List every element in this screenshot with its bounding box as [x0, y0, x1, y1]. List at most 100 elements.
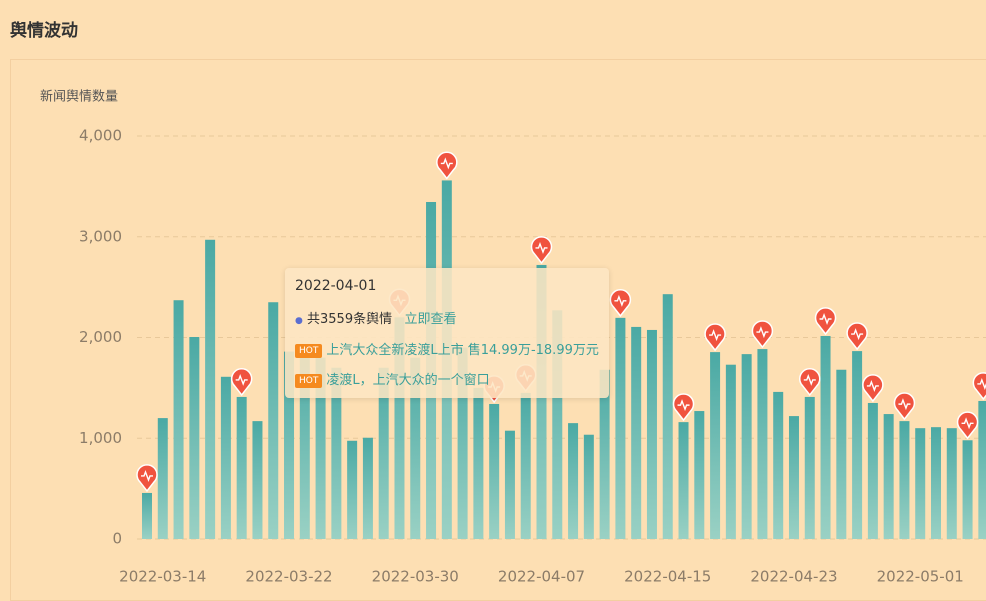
event-marker — [751, 320, 774, 349]
hot-badge: HOT — [295, 373, 323, 388]
bar — [252, 421, 263, 539]
marker-icon — [819, 312, 832, 325]
bar — [757, 349, 768, 539]
bar — [489, 403, 500, 539]
news-text: 凌渡L，上汽大众的一个窗口 — [326, 373, 490, 388]
y-axis-label: 新闻舆情数量 — [40, 89, 118, 105]
marker-icon — [709, 329, 722, 342]
bar — [615, 317, 626, 539]
tooltip-count-row: ● 共3559条舆情 立即查看 — [295, 312, 457, 327]
bar — [773, 391, 784, 539]
bar — [410, 357, 421, 539]
bar — [867, 402, 878, 539]
marker-pin — [972, 372, 986, 401]
event-marker — [672, 393, 695, 422]
bar — [473, 387, 484, 539]
event-marker — [136, 464, 158, 493]
event-marker — [893, 392, 916, 421]
marker-icon — [803, 373, 816, 386]
event-marker — [956, 411, 979, 440]
bar — [725, 364, 736, 539]
bar — [205, 239, 216, 539]
bar — [331, 367, 342, 539]
x-tick-label: 2022-04-07 — [498, 568, 585, 586]
bar — [157, 418, 168, 539]
event-marker — [609, 288, 632, 318]
x-tick-label: 2022-03-22 — [245, 568, 332, 586]
marker-icon — [235, 373, 248, 386]
y-tick-label: 3,000 — [79, 227, 122, 245]
bar — [646, 329, 657, 539]
marker-icon — [866, 379, 879, 392]
bar — [378, 367, 389, 539]
marker-icon — [141, 469, 153, 482]
x-tick-label: 2022-05-01 — [877, 568, 964, 586]
bar — [883, 414, 894, 539]
bar — [804, 396, 815, 539]
marker-icon — [961, 417, 974, 430]
bar — [836, 369, 847, 539]
bar — [741, 354, 752, 539]
tooltip-count: 共3559条舆情 — [307, 312, 393, 327]
tooltip-date: 2022-04-01 — [295, 278, 377, 294]
bar — [189, 336, 200, 539]
hot-badge: HOT — [295, 343, 323, 358]
tooltip: 2022-04-01 ● 共3559条舆情 立即查看 HOT 上汽大众全新凌渡L上… — [285, 268, 609, 398]
event-marker — [530, 236, 553, 265]
marker-icon — [977, 377, 986, 390]
section-title: 舆情波动 — [10, 21, 78, 41]
event-marker — [862, 374, 884, 403]
y-tick-label: 0 — [112, 530, 122, 548]
marker-icon — [898, 398, 911, 411]
bar — [631, 326, 642, 539]
bar — [946, 428, 957, 539]
event-marker — [846, 322, 868, 351]
marker-icon — [756, 326, 769, 339]
page: 舆情波动 新闻舆情数量 0 1,000 2,000 3,000 4,000 2022-03… — [10, 21, 986, 601]
bar — [362, 437, 373, 539]
news-item[interactable]: HOT 上汽大众全新凌渡L上市 售14.99万-18.99万元 — [295, 339, 599, 358]
bar — [915, 428, 926, 539]
x-tick-label: 2022-03-14 — [119, 568, 206, 586]
marker-icon — [614, 294, 627, 307]
event-marker — [814, 307, 837, 336]
bar — [710, 352, 721, 539]
marker-icon — [677, 399, 690, 412]
bar — [962, 440, 973, 539]
bar — [457, 347, 468, 539]
bar — [315, 357, 326, 539]
bar — [788, 416, 799, 539]
bar — [268, 302, 279, 539]
bar — [220, 376, 231, 539]
bar — [142, 492, 152, 539]
bar — [552, 310, 563, 539]
y-tick-label: 1,000 — [79, 429, 122, 447]
bar — [820, 335, 831, 539]
bar — [394, 317, 405, 539]
bar — [299, 347, 310, 539]
x-tick-label: 2022-04-15 — [624, 568, 711, 586]
event-marker — [799, 368, 821, 397]
view-link[interactable]: 立即查看 — [404, 312, 457, 327]
event-marker — [972, 372, 986, 401]
bar — [583, 434, 594, 539]
bar — [662, 294, 673, 539]
bar — [520, 392, 531, 539]
y-tick-label: 2,000 — [79, 328, 122, 346]
bar — [599, 369, 610, 539]
news-text: 上汽大众全新凌渡L上市 售14.99万-18.99万元 — [326, 343, 599, 358]
bar — [568, 423, 579, 539]
x-tick-label: 2022-04-23 — [750, 568, 837, 586]
news-item[interactable]: HOT 凌渡L，上汽大众的一个窗口 — [295, 369, 490, 388]
bar — [536, 264, 547, 539]
bar — [504, 430, 515, 539]
event-marker — [436, 151, 458, 180]
event-marker — [704, 323, 726, 352]
bar — [173, 300, 184, 539]
event-marker — [230, 368, 253, 397]
bar — [678, 422, 689, 539]
bar — [236, 396, 247, 539]
bar — [284, 351, 295, 539]
marker-icon — [535, 241, 548, 254]
x-tick-label: 2022-03-30 — [372, 568, 459, 586]
